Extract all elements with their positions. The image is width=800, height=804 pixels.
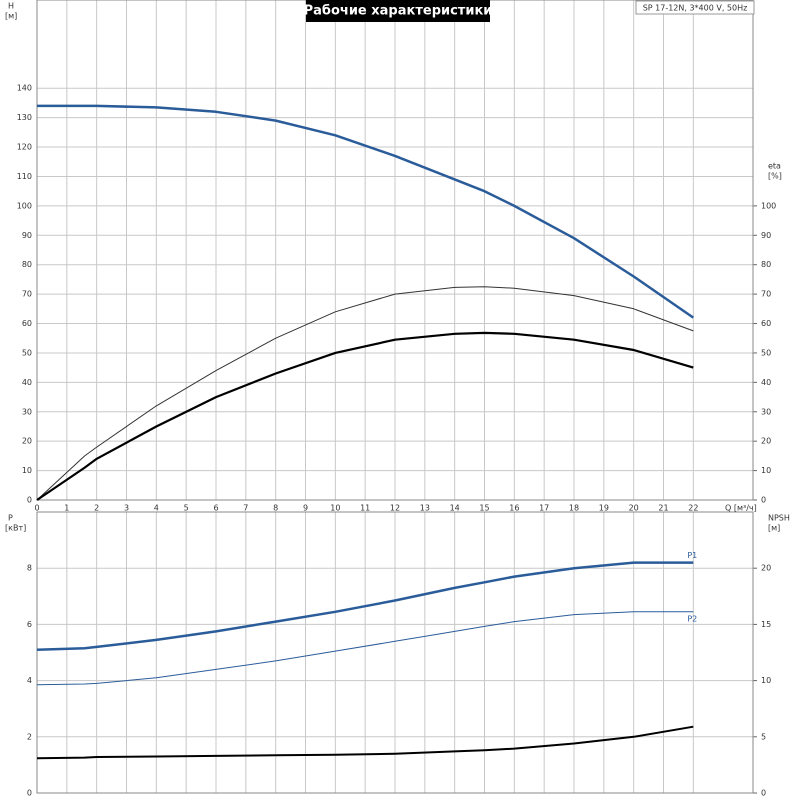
y-tick-label: 40 bbox=[22, 378, 32, 387]
chart-subtitle: SP 17-12N, 3*400 V, 50Hz bbox=[643, 4, 748, 13]
x-tick-label: 21 bbox=[658, 504, 668, 513]
plot-frame bbox=[36, 0, 754, 501]
y2-tick-label: 80 bbox=[761, 260, 771, 269]
y-tick-label: 60 bbox=[22, 319, 32, 328]
y2-tick-label: 70 bbox=[761, 290, 771, 299]
y2-tick-label: 60 bbox=[761, 319, 771, 328]
series-line bbox=[36, 286, 694, 501]
x-tick-label: 11 bbox=[360, 504, 370, 513]
y2-tick-label: 0 bbox=[761, 496, 766, 505]
y2-tick-label: 0 bbox=[761, 789, 766, 798]
y2-tick-label: 20 bbox=[761, 564, 771, 573]
y-tick-label: 4 bbox=[27, 676, 32, 685]
x-tick-label: 16 bbox=[509, 504, 519, 513]
y2-tick-label: 100 bbox=[761, 201, 776, 210]
series-line bbox=[36, 725, 694, 760]
y-tick-label: 10 bbox=[22, 466, 32, 475]
x-tick-label: 5 bbox=[184, 504, 189, 513]
x-tick-label: 17 bbox=[539, 504, 549, 513]
x-tick-label: 15 bbox=[479, 504, 489, 513]
x-tick-label: 18 bbox=[569, 504, 579, 513]
chart-title: Рабочие характеристики bbox=[304, 4, 493, 19]
x-tick-label: 6 bbox=[213, 504, 218, 513]
y-tick-label: 0 bbox=[27, 789, 32, 798]
y-axis-unit: [кВт] bbox=[5, 524, 26, 533]
x-tick-label: 12 bbox=[390, 504, 400, 513]
subtitle-box bbox=[635, 0, 755, 15]
y-tick-label: 110 bbox=[17, 172, 32, 181]
plot-frame bbox=[36, 511, 754, 794]
x-tick-label: 8 bbox=[273, 504, 278, 513]
y2-tick-label: 90 bbox=[761, 231, 771, 240]
title-box bbox=[306, 0, 490, 22]
y2-axis-label: eta bbox=[768, 161, 781, 170]
x-tick-label: 10 bbox=[330, 504, 340, 513]
y-tick-label: 20 bbox=[22, 437, 32, 446]
y-tick-label: 8 bbox=[27, 564, 32, 573]
series-label: P2 bbox=[687, 614, 697, 623]
x-tick-label: 22 bbox=[688, 504, 698, 513]
y2-tick-label: 5 bbox=[761, 732, 766, 741]
y2-tick-label: 10 bbox=[761, 676, 771, 685]
x-axis-label: Q [м³/ч] bbox=[725, 504, 757, 513]
x-tick-label: 1 bbox=[64, 504, 69, 513]
y-tick-label: 80 bbox=[22, 260, 32, 269]
y-tick-label: 100 bbox=[17, 201, 32, 210]
series-line bbox=[36, 561, 694, 651]
y-tick-label: 120 bbox=[17, 143, 32, 152]
y2-tick-label: 30 bbox=[761, 407, 771, 416]
y2-tick-label: 15 bbox=[761, 620, 771, 629]
series-line bbox=[36, 611, 694, 686]
x-tick-label: 7 bbox=[243, 504, 248, 513]
series-label: P1 bbox=[687, 551, 697, 560]
x-tick-label: 13 bbox=[420, 504, 430, 513]
y2-tick-label: 50 bbox=[761, 348, 771, 357]
series-line bbox=[36, 331, 694, 501]
y-tick-label: 50 bbox=[22, 348, 32, 357]
y-tick-label: 6 bbox=[27, 620, 32, 629]
y2-axis-unit: [%] bbox=[768, 171, 782, 180]
x-tick-label: 9 bbox=[303, 504, 308, 513]
x-tick-label: 20 bbox=[629, 504, 639, 513]
y2-axis-unit: [м] bbox=[768, 524, 780, 533]
y2-tick-label: 40 bbox=[761, 378, 771, 387]
y2-tick-label: 20 bbox=[761, 437, 771, 446]
x-tick-label: 2 bbox=[94, 504, 99, 513]
y-tick-label: 90 bbox=[22, 231, 32, 240]
y-axis-label: P bbox=[8, 514, 13, 523]
y-tick-label: 140 bbox=[17, 84, 32, 93]
x-tick-label: 14 bbox=[450, 504, 460, 513]
y2-tick-label: 10 bbox=[761, 466, 771, 475]
x-tick-label: 4 bbox=[154, 504, 159, 513]
series-line bbox=[37, 104, 695, 319]
x-tick-label: 0 bbox=[34, 504, 39, 513]
y-tick-label: 30 bbox=[22, 407, 32, 416]
x-tick-label: 3 bbox=[124, 504, 129, 513]
x-tick-label: 19 bbox=[599, 504, 609, 513]
y-tick-label: 70 bbox=[22, 290, 32, 299]
y-tick-label: 2 bbox=[27, 732, 32, 741]
y-tick-label: 0 bbox=[27, 496, 32, 505]
y-axis-unit: [м] bbox=[5, 12, 17, 21]
y-tick-label: 130 bbox=[17, 113, 32, 122]
y-axis-label: H bbox=[8, 2, 14, 11]
y2-axis-label: NPSH bbox=[768, 514, 790, 523]
